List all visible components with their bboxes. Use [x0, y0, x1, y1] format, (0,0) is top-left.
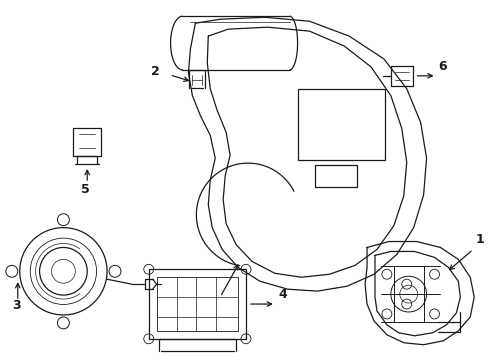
Text: 5: 5	[81, 183, 90, 196]
Bar	[315, 165, 356, 187]
Bar	[297, 89, 384, 160]
Bar	[148, 269, 245, 339]
Text: 3: 3	[12, 299, 20, 312]
Text: 4: 4	[278, 288, 287, 301]
Text: 6: 6	[438, 60, 446, 73]
Text: 2: 2	[151, 66, 160, 78]
Bar	[156, 277, 238, 331]
Text: 1: 1	[474, 233, 483, 246]
